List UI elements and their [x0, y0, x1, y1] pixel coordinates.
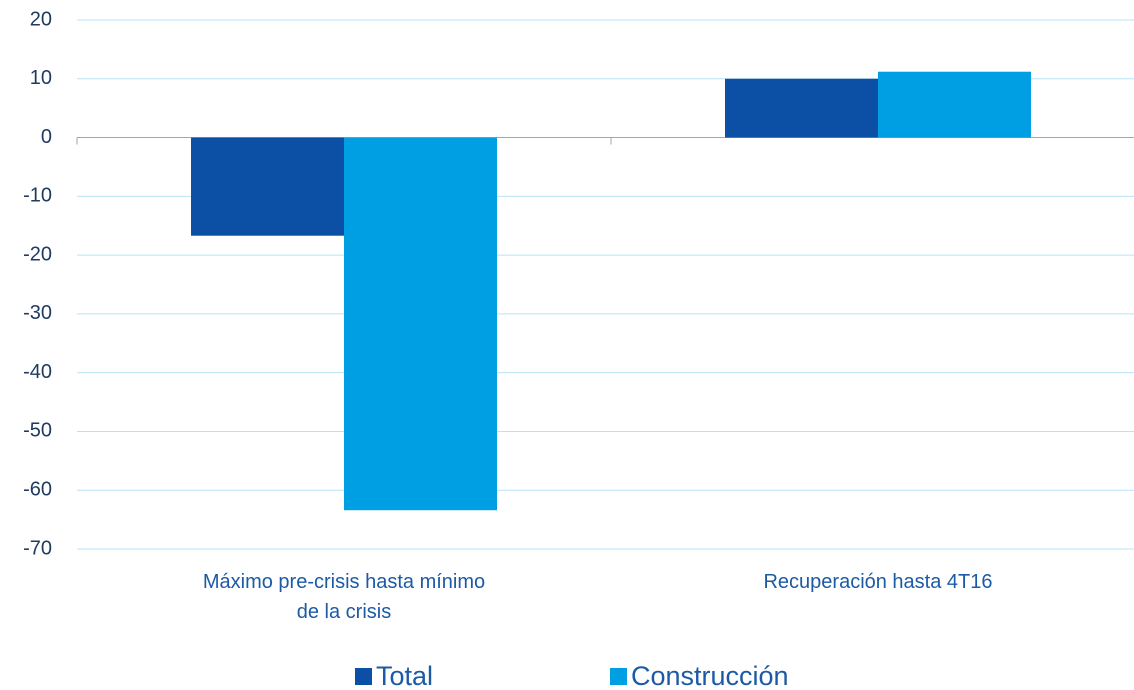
bar — [878, 71, 1031, 138]
y-tick-label: -30 — [23, 302, 52, 324]
legend-label: Construcción — [631, 661, 789, 690]
y-tick-label: -40 — [23, 361, 52, 383]
legend-swatch — [610, 668, 627, 685]
y-tick-label: -50 — [23, 420, 52, 442]
x-tick-label: Máximo pre-crisis hasta mínimo de la cri… — [202, 571, 486, 623]
x-tick-label: Recuperación hasta 4T16 — [763, 571, 993, 593]
y-tick-label: -60 — [23, 479, 52, 501]
bar — [344, 137, 497, 511]
y-tick-label: -20 — [23, 243, 52, 265]
y-tick-label: -10 — [23, 185, 52, 207]
legend-swatch — [355, 668, 372, 685]
y-tick-label: 10 — [30, 67, 52, 89]
bar — [725, 78, 878, 138]
y-tick-label: -70 — [23, 537, 52, 559]
y-tick-label: 0 — [41, 126, 52, 148]
legend-label: Total — [376, 661, 433, 690]
y-tick-label: 20 — [30, 8, 52, 30]
bar — [191, 137, 344, 236]
